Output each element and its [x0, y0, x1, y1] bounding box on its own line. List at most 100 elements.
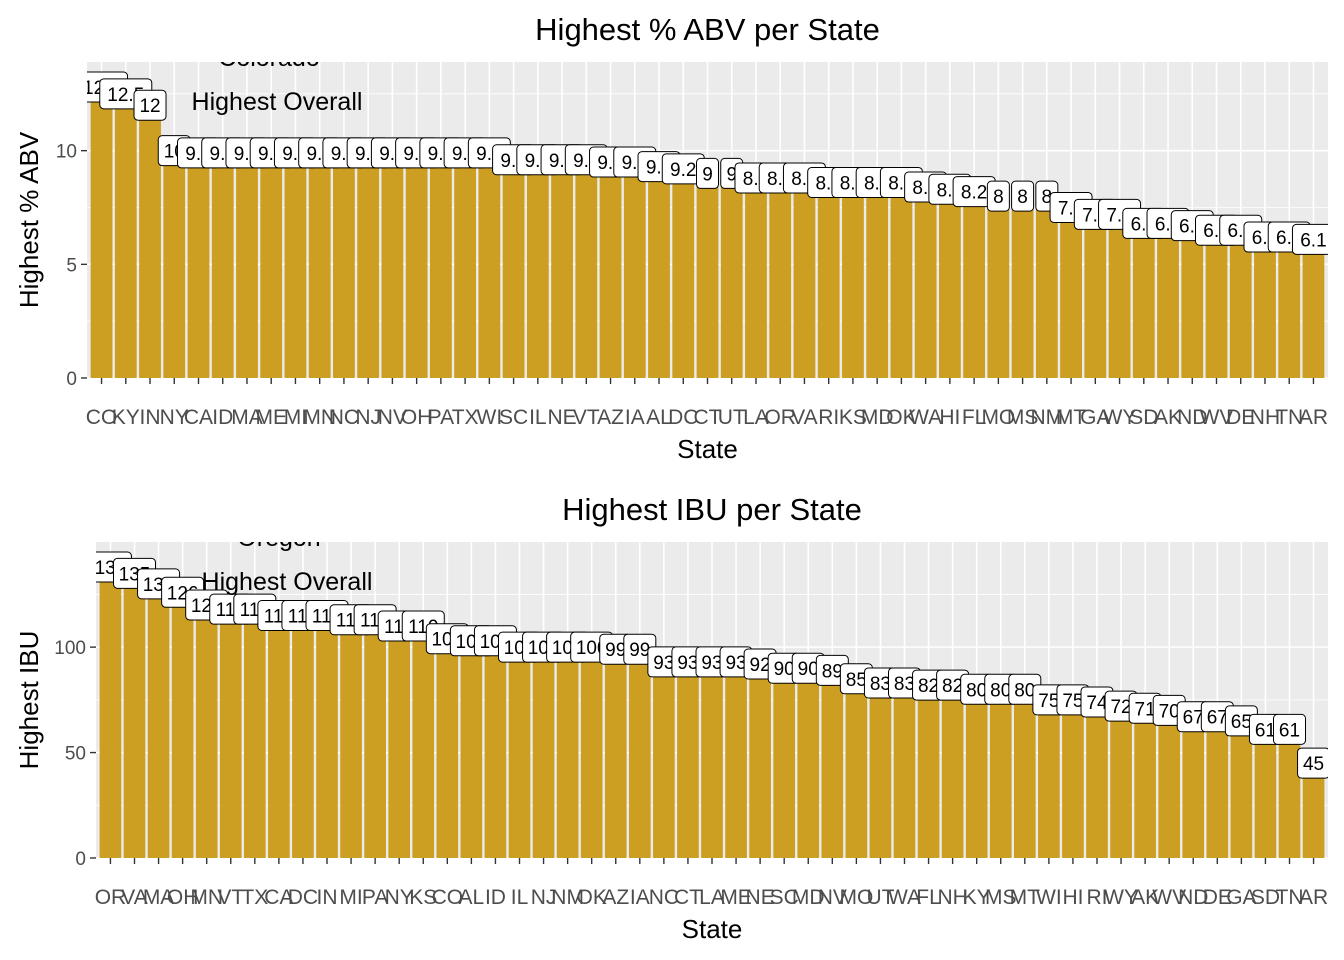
- ibu-x-tick-label: WV: [1152, 886, 1186, 909]
- abv-annotation: Highest Overall: [192, 88, 363, 116]
- ibu-annotation: Oregon: [237, 524, 320, 552]
- abv-x-tick-label: TN: [1275, 406, 1303, 429]
- ibu-data-label-text: 72: [1110, 697, 1131, 718]
- ibu-bar: [845, 678, 868, 858]
- abv-x-tick-label: KY: [112, 406, 140, 429]
- abv-x-tick-label: WI: [477, 406, 503, 429]
- abv-x-tick-label: TX: [452, 406, 479, 429]
- abv-data-label-box: [133, 89, 167, 121]
- abv-x-tick-label: AR: [1299, 406, 1328, 429]
- ibu-bar: [628, 649, 651, 858]
- abv-x-tick-label: AK: [1154, 406, 1182, 429]
- abv-data-label-text: 9: [702, 164, 713, 185]
- abv-bar: [817, 182, 840, 378]
- ibu-x-tick-label: KY: [963, 886, 991, 909]
- ibu-chart-title: Highest IBU per State: [562, 492, 862, 527]
- abv-bar: [987, 196, 1010, 378]
- ibu-data-label-text: 99: [605, 640, 626, 661]
- ibu-bar: [677, 661, 699, 858]
- abv-y-axis: 0 5 10: [56, 142, 87, 390]
- abv-x-tick-label: PA: [428, 406, 454, 429]
- abv-x-tick-label: IN: [140, 406, 161, 429]
- abv-y-axis-title: Highest % ABV: [14, 131, 44, 308]
- abv-bar: [1181, 225, 1204, 378]
- abv-x-tick-label: SD: [1129, 406, 1158, 429]
- ibu-bar: [893, 682, 916, 858]
- abv-bar: [357, 152, 380, 378]
- ibu-bar: [123, 573, 146, 858]
- abv-x-tick-label: IA: [625, 406, 645, 429]
- ibu-x-tick-label: MS: [985, 886, 1017, 909]
- ibu-data-label-text: 93: [653, 653, 674, 674]
- ibu-data-label-text: 80: [1014, 680, 1035, 701]
- abv-x-axis-title: State: [677, 434, 738, 464]
- abv-x-tick-label: MN: [303, 406, 336, 429]
- ibu-x-tick-label: WI: [1036, 886, 1062, 909]
- abv-bar: [842, 182, 864, 378]
- ibu-bar: [1230, 720, 1253, 858]
- ibu-x-tick-label: NH: [937, 886, 967, 909]
- ibu-bar: [1182, 716, 1205, 858]
- abv-bar: [914, 187, 937, 378]
- abv-bar: [381, 152, 404, 378]
- abv-bar: [672, 168, 695, 378]
- ibu-data-label-text: 93: [725, 653, 746, 674]
- ibu-x-tick-label: MD: [792, 886, 825, 909]
- ibu-chart: 1381351301261201181181151151151131131101…: [14, 492, 1328, 944]
- ibu-x-tick-label: MN: [190, 886, 223, 909]
- abv-bar: [551, 159, 573, 378]
- ibu-x-tick-label: AK: [1131, 886, 1159, 909]
- abv-data-label-text: 8.2: [961, 183, 987, 204]
- ibu-bar: [1206, 716, 1229, 858]
- abv-bar: [502, 159, 525, 378]
- ibu-data-label-text: 80: [966, 680, 987, 701]
- abv-x-tick-label: KS: [839, 406, 867, 429]
- abv-bar: [1108, 214, 1131, 378]
- ibu-bar: [1013, 689, 1036, 858]
- ibu-data-label: 45: [1297, 747, 1328, 779]
- ibu-bar: [556, 647, 579, 858]
- abv-x-tick-label: GA: [1080, 406, 1110, 429]
- abv-bar: [866, 182, 889, 378]
- ibu-x-tick-label: TX: [241, 886, 268, 909]
- abv-bar: [114, 93, 137, 378]
- ibu-bar: [749, 664, 771, 858]
- abv-bar: [963, 191, 986, 378]
- ibu-x-tick-label: NC: [649, 886, 679, 909]
- ibu-data-label-box: [1273, 713, 1306, 745]
- ibu-bar: [917, 685, 940, 858]
- ibu-x-tick-label: MA: [143, 886, 175, 909]
- ibu-x-tick-label: FL: [916, 886, 941, 909]
- ibu-bar: [580, 647, 603, 858]
- ibu-x-tick-label: SC: [770, 886, 799, 909]
- ibu-x-tick-label: WA: [888, 886, 921, 909]
- ibu-bar: [701, 661, 723, 858]
- abv-x-tick-label: VA: [791, 406, 817, 429]
- ibu-bar: [147, 583, 170, 858]
- ibu-data-label-text: 75: [1038, 691, 1059, 712]
- abv-bar: [139, 105, 161, 378]
- ibu-bar: [195, 604, 218, 858]
- ibu-data-label-text: 67: [1207, 708, 1228, 729]
- abv-bar: [890, 182, 913, 378]
- ibu-x-tick-label: MT: [1010, 886, 1040, 909]
- abv-data-label-box: [1011, 180, 1035, 212]
- ibu-x-tick-label: GA: [1226, 886, 1256, 909]
- ibu-bar: [1134, 708, 1156, 858]
- abv-bar: [745, 177, 767, 378]
- abv-data-label-box: [986, 180, 1010, 212]
- ibu-bar: [965, 689, 988, 858]
- ibu-data-label-text: 82: [942, 676, 963, 697]
- ibu-x-tick-label: NM: [551, 886, 584, 909]
- ibu-data-label-box: [1297, 747, 1328, 779]
- ibu-x-tick-label: IN: [317, 886, 338, 909]
- abv-x-tick-label: MS: [1007, 406, 1039, 429]
- abv-x-tick-label: ID: [212, 406, 233, 429]
- ibu-bar: [508, 647, 531, 858]
- ibu-x-tick-label: WY: [1104, 886, 1138, 909]
- ibu-data-label-text: 93: [677, 653, 698, 674]
- ibu-x-tick-label: NE: [746, 886, 775, 909]
- ibu-bar: [316, 615, 338, 858]
- ibu-y-tick-label: 50: [65, 744, 86, 765]
